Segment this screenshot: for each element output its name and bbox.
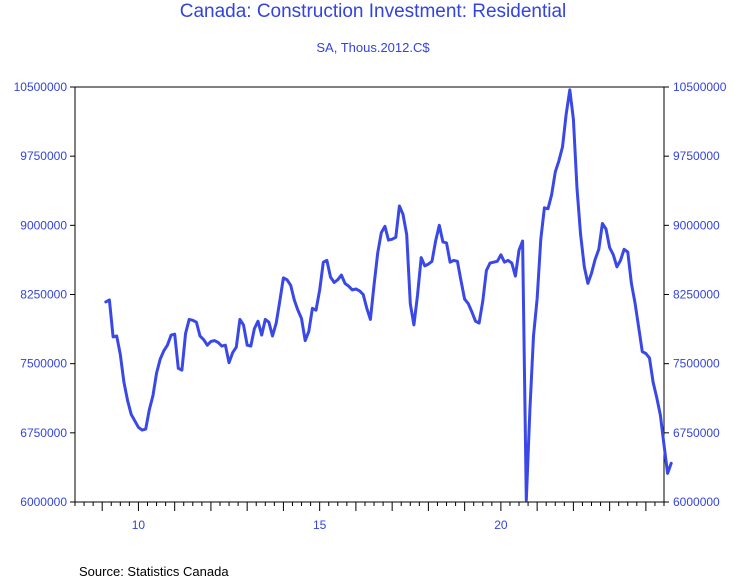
y-axis-left: 6000000 6750000 7500000 8250000 9000000 97500… [14,80,75,509]
y-axis-right: 6000000 6750000 7500000 8250000 9000000 97500… [664,80,727,509]
y-tick-label-right: 7500000 [673,357,720,371]
y-tick-label-left: 6750000 [20,426,67,440]
y-tick-label-left: 9000000 [20,218,67,232]
y-tick-label-right: 9000000 [673,218,720,232]
series-line [104,88,673,502]
y-tick-label-right: 9750000 [673,149,720,163]
y-tick-label-right: 6000000 [673,495,720,509]
x-tick-label: 10 [132,518,146,532]
chart-title: Canada: Construction Investment: Residen… [179,1,567,22]
y-tick-label-right: 10500000 [673,80,727,94]
y-tick-label-right: 8250000 [673,288,720,302]
x-tick-label: 20 [494,518,508,532]
y-tick-label-left: 6000000 [20,495,67,509]
chart-subtitle: SA, Thous.2012.C$ [316,40,430,55]
x-axis: 10 15 20 [74,502,665,532]
y-tick-label-left: 10500000 [14,80,68,94]
y-tick-label-left: 7500000 [20,357,67,371]
x-tick-label: 15 [313,518,327,532]
source-note: Source: Statistics Canada [79,564,229,579]
y-tick-label-right: 6750000 [673,426,720,440]
y-tick-label-left: 8250000 [20,288,67,302]
y-tick-label-left: 9750000 [20,149,67,163]
